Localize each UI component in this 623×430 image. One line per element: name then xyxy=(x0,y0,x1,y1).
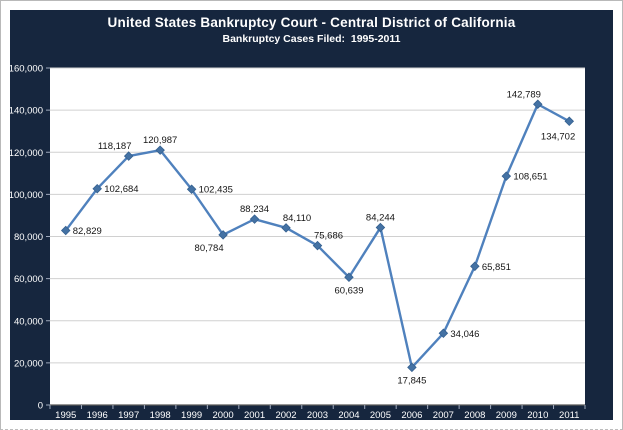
data-point-marker xyxy=(123,151,134,161)
y-tick-label: 0 xyxy=(38,401,43,412)
x-tick-label: 2007 xyxy=(433,410,454,420)
x-tick-label: 2004 xyxy=(338,410,359,420)
data-point-marker xyxy=(92,183,102,194)
line-chart-plot: 0 20,000 40,000 60,000 80,000 100,000 120,000 1… xyxy=(10,10,613,420)
data-point-label: 102,684 xyxy=(104,184,138,195)
y-tick-label: 60,000 xyxy=(14,274,43,285)
x-tick-label: 2011 xyxy=(559,410,579,420)
chart-title: United States Bankruptcy Court - Central… xyxy=(107,15,516,30)
data-point-label: 120,987 xyxy=(143,135,177,146)
data-point-label: 84,244 xyxy=(366,213,395,224)
data-point-label: 82,829 xyxy=(73,226,102,237)
data-point-marker xyxy=(533,99,543,110)
chart-panel: 0 20,000 40,000 60,000 80,000 100,000 120,000 1… xyxy=(10,10,613,420)
data-point-marker xyxy=(375,222,386,233)
data-point-label: 60,639 xyxy=(334,285,363,296)
x-tick-label: 2001 xyxy=(244,410,265,420)
data-point-marker xyxy=(438,328,449,339)
x-tick-label: 2003 xyxy=(307,410,328,420)
data-point-label: 75,686 xyxy=(314,231,343,242)
x-tick-label: 2002 xyxy=(275,410,296,420)
data-point-label: 88,234 xyxy=(240,204,269,215)
data-point-label: 118,187 xyxy=(98,141,132,152)
data-point-label: 65,851 xyxy=(482,262,511,273)
y-tick-label: 140,000 xyxy=(10,106,43,117)
y-tick-label: 100,000 xyxy=(10,190,43,201)
data-point-marker xyxy=(470,261,480,272)
y-tick-label: 20,000 xyxy=(14,358,43,369)
y-tick-label: 160,000 xyxy=(10,64,43,75)
data-point-marker xyxy=(186,184,197,195)
x-tick-label: 2006 xyxy=(401,410,422,420)
data-point-label: 134,702 xyxy=(541,131,575,142)
data-point-marker xyxy=(60,225,71,236)
x-tick-label: 1998 xyxy=(150,410,171,420)
y-tick-label: 40,000 xyxy=(14,316,43,327)
x-tick-label: 1997 xyxy=(118,410,139,420)
chart-subtitle: Bankruptcy Cases Filed: 1995-2011 xyxy=(222,33,401,45)
data-point-label: 34,046 xyxy=(450,329,479,340)
x-tick-label: 1995 xyxy=(55,410,76,420)
x-tick-label: 1999 xyxy=(181,410,202,420)
data-point-marker xyxy=(312,240,323,251)
x-tick-label: 1996 xyxy=(87,410,108,420)
x-tick-label: 2009 xyxy=(496,410,517,420)
data-point-label: 108,651 xyxy=(513,172,547,183)
data-point-marker xyxy=(218,230,228,240)
data-point-marker xyxy=(501,171,512,181)
data-point-label: 142,789 xyxy=(507,89,541,100)
data-point-marker xyxy=(344,272,354,283)
data-point-label: 102,435 xyxy=(199,185,233,196)
data-point-label: 84,110 xyxy=(283,213,311,224)
data-point-marker xyxy=(249,214,260,224)
data-point-marker xyxy=(564,116,575,127)
x-tick-label: 2005 xyxy=(370,410,391,420)
x-tick-label: 2000 xyxy=(213,410,234,420)
data-point-marker xyxy=(281,223,291,233)
y-tick-label: 80,000 xyxy=(14,232,43,243)
data-point-label: 80,784 xyxy=(195,243,224,254)
data-point-marker xyxy=(407,362,417,373)
data-point-marker xyxy=(155,145,165,155)
data-point-label: 17,845 xyxy=(397,375,426,386)
x-tick-label: 2010 xyxy=(527,410,548,420)
x-tick-label: 2008 xyxy=(464,410,485,420)
y-tick-label: 120,000 xyxy=(10,148,43,159)
